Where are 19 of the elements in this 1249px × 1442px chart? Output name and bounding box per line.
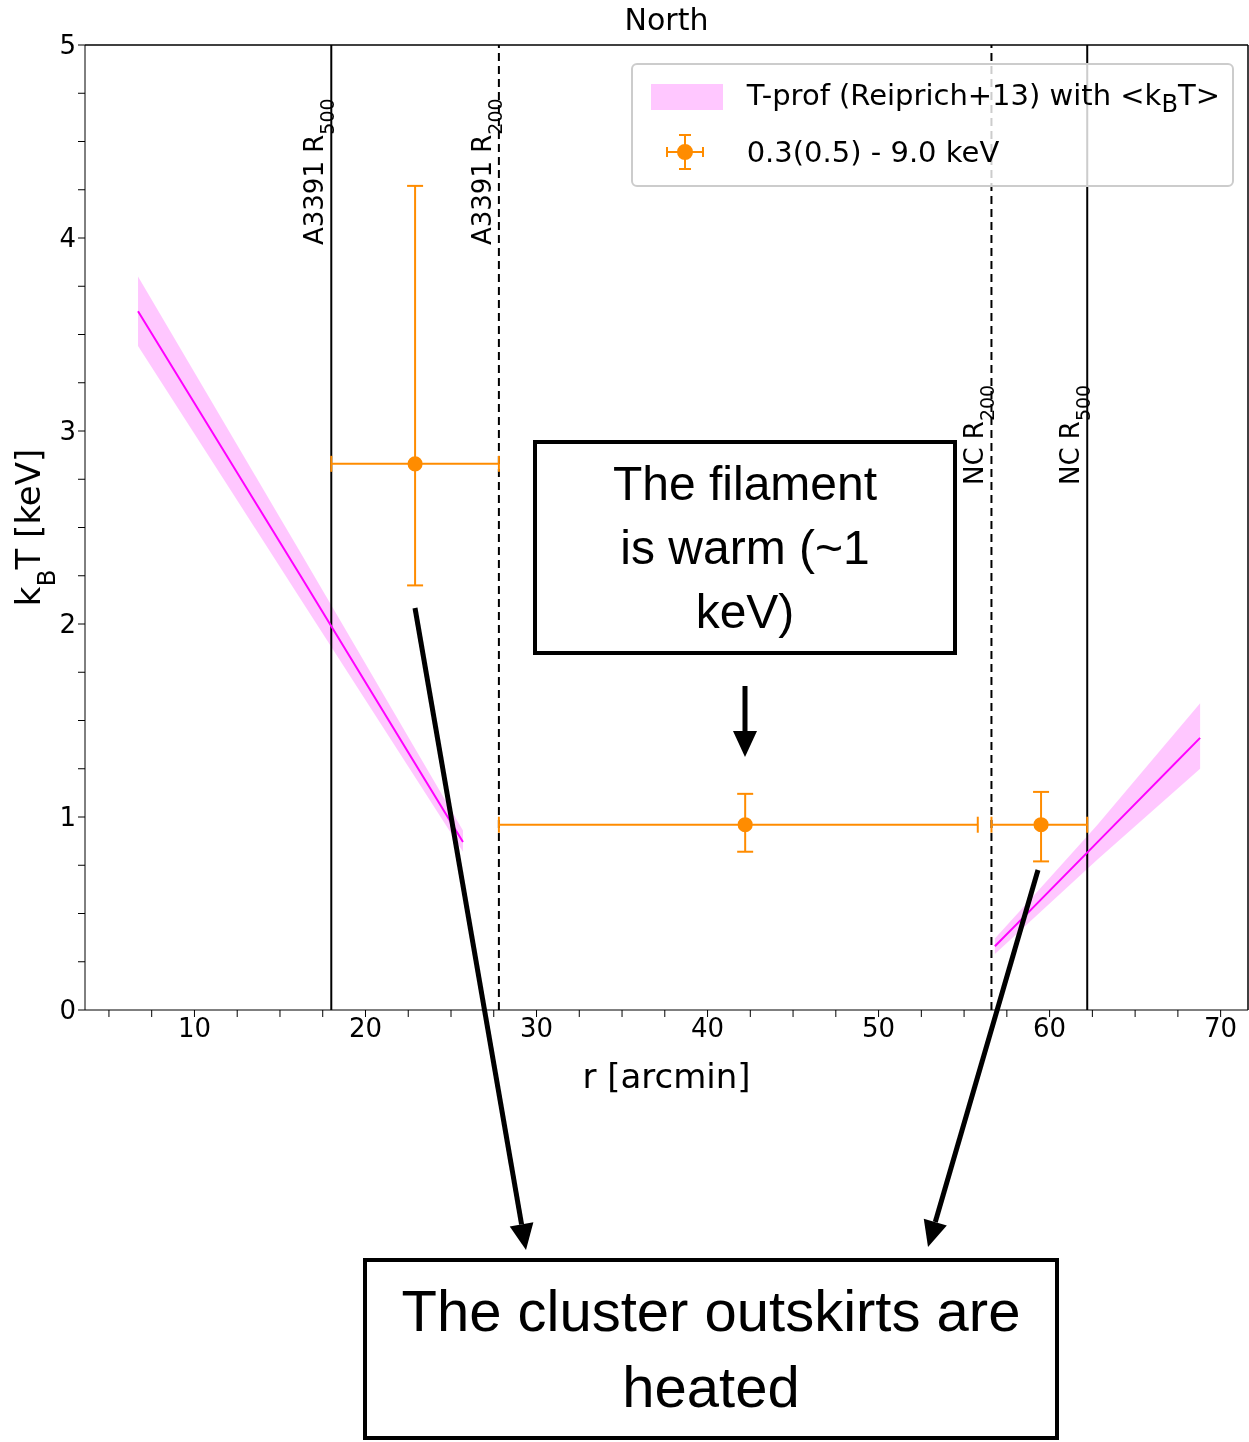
- text: The cluster outskirts are heated: [363, 1258, 1059, 1440]
- legend-label: T-prof (Reiprich+13) with <k$_{B}$T>: [746, 78, 1220, 118]
- x-tick-label: 20: [348, 1013, 383, 1044]
- x-tick-label: 60: [1033, 1013, 1067, 1044]
- x-axis-title: r [arcmin]: [582, 1056, 751, 1096]
- y-tick-label: 2: [59, 609, 76, 640]
- y-tick-label: 3: [59, 416, 76, 447]
- chart-title: North: [623, 2, 710, 37]
- x-tick-label: 70: [1204, 1013, 1238, 1044]
- x-tick-label: 40: [691, 1013, 725, 1044]
- y-tick-label: 5: [59, 30, 76, 61]
- y-tick-label: 1: [59, 802, 76, 833]
- x-tick-label: 30: [519, 1013, 554, 1044]
- y-tick-label: 4: [59, 223, 76, 254]
- x-tick-label: 50: [862, 1013, 896, 1044]
- annotation: The filament is warm (~1 keV): [533, 440, 957, 655]
- legend-label: 0.3(0.5) - 9.0 keV: [746, 135, 1000, 169]
- x-tick-label: 10: [177, 1013, 212, 1044]
- y-tick-label: 0: [59, 995, 76, 1026]
